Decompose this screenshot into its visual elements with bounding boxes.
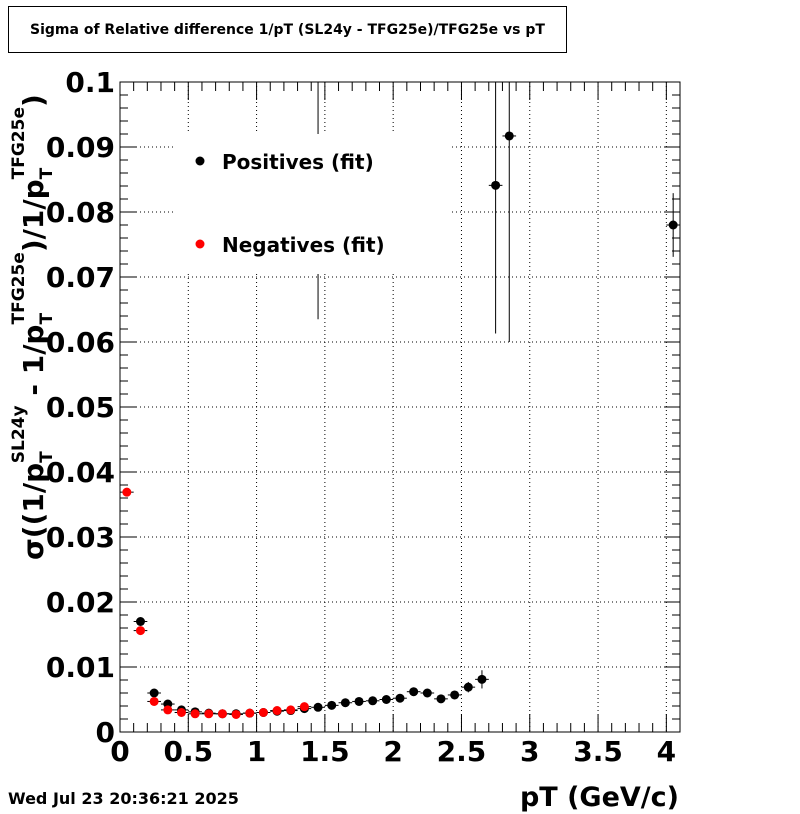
data-point-positives: [395, 693, 405, 703]
x-tick-label: 2.5: [437, 735, 487, 768]
y-tick-label: 0.06: [46, 326, 115, 359]
x-axis-title: pT (GeV/c): [520, 782, 679, 813]
y-axis-title: σ((1/pTSL24y - 1/pTTFG25e)/1/pTTFG25e): [9, 94, 57, 560]
x-tick-label: 3.5: [573, 735, 623, 768]
data-point-negatives: [217, 709, 227, 719]
data-point-negatives: [190, 709, 200, 719]
data-point-positives: [450, 690, 460, 700]
data-point-negatives: [122, 487, 132, 497]
y-title-part2: - 1/p: [17, 325, 50, 406]
x-tick-label: 2: [383, 735, 402, 768]
data-point-positives: [313, 702, 323, 712]
data-point-positives: [491, 180, 501, 190]
y-tick-label: 0: [96, 716, 115, 749]
y-tick-label: 0.08: [46, 196, 115, 229]
legend-label-positives: Positives (fit): [222, 150, 374, 174]
timestamp: Wed Jul 23 20:36:21 2025: [8, 789, 239, 808]
y-title-part1: ((1/p: [17, 463, 50, 538]
y-tick-label: 0.03: [46, 521, 115, 554]
legend-box: [175, 134, 450, 274]
data-point-positives: [436, 694, 446, 704]
x-tick-labels: 0 0.5 1 1.5 2 2.5 3 3.5 4: [110, 735, 676, 768]
y-title-sup2: TFG25e: [9, 252, 29, 324]
data-point-negatives: [231, 709, 241, 719]
data-point-positives: [409, 687, 419, 697]
y-tick-label: 0.02: [46, 586, 115, 619]
y-title-sigma: σ: [17, 538, 50, 560]
y-tick-label: 0.1: [65, 66, 115, 99]
x-tick-label: 0.5: [163, 735, 213, 768]
data-point-negatives: [149, 696, 159, 706]
y-title-sup1: SL24y: [9, 405, 29, 463]
data-point-negatives: [135, 626, 145, 636]
x-tick-label: 3: [520, 735, 539, 768]
axis-ticks: [119, 81, 680, 733]
chart-title: Sigma of Relative difference 1/pT (SL24y…: [8, 6, 567, 53]
data-point-negatives: [163, 705, 173, 715]
legend-marker-positives: [195, 156, 205, 166]
x-tick-label: 4: [657, 735, 676, 768]
y-tick-label: 0.04: [46, 456, 115, 489]
data-point-negatives: [204, 709, 214, 719]
data-point-positives: [381, 695, 391, 704]
data-point-positives: [149, 688, 159, 698]
legend: Positives (fit) Negatives (fit): [175, 134, 450, 274]
data-point-positives: [368, 696, 378, 706]
y-title-sup3: TFG25e: [9, 107, 29, 179]
data-point-positives: [327, 700, 337, 710]
data-point-positives: [340, 698, 350, 708]
x-tick-label: 0: [110, 735, 129, 768]
y-title-sub3: T: [37, 167, 57, 179]
y-tick-label: 0.01: [46, 651, 115, 684]
data-point-negatives: [176, 708, 186, 717]
data-point-positives: [422, 688, 432, 698]
x-tick-label: 1.5: [300, 735, 350, 768]
data-point-negatives: [286, 705, 296, 715]
data-point-positives: [354, 696, 364, 706]
data-point-negatives: [245, 708, 255, 718]
data-point-negatives: [272, 706, 282, 716]
y-tick-labels: 0 0.01 0.02 0.03 0.04 0.05 0.06 0.07 0.08 0.09 0.1: [46, 66, 115, 749]
y-tick-label: 0.09: [46, 131, 115, 164]
data-point-positives: [477, 674, 487, 684]
data-point-positives: [668, 220, 678, 230]
data-point-positives: [135, 617, 145, 626]
data-point-negatives: [299, 702, 309, 712]
y-title-part3: )/1/p: [17, 179, 50, 252]
svg-text:σ((1/pTSL24y - 1/pTTFG25e)/1/p: σ((1/pTSL24y - 1/pTTFG25e)/1/pTTFG25e): [9, 94, 57, 560]
y-title-sub1: T: [37, 451, 57, 463]
data-point-positives: [504, 131, 514, 141]
legend-marker-negatives: [195, 239, 205, 249]
data-point-negatives: [258, 708, 268, 717]
y-title-part4: ): [17, 94, 50, 107]
y-tick-label: 0.05: [46, 391, 115, 424]
legend-label-negatives: Negatives (fit): [222, 233, 385, 257]
y-title-sub2: T: [37, 313, 57, 325]
y-tick-label: 0.07: [46, 261, 115, 294]
data-point-positives: [463, 682, 473, 692]
x-tick-label: 1: [247, 735, 266, 768]
